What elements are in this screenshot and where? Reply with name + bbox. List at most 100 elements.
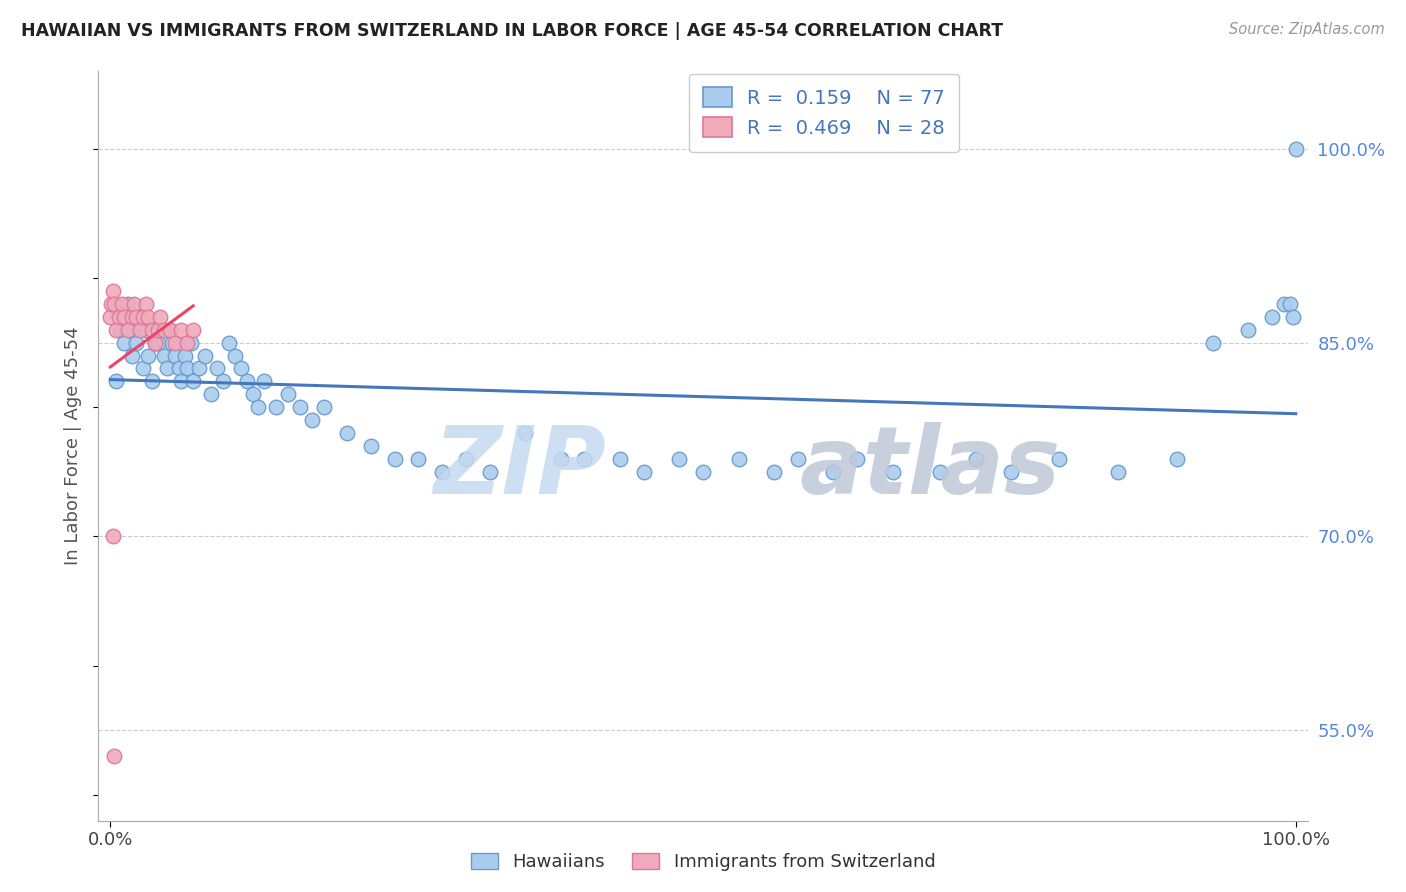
Point bbox=[224, 349, 246, 363]
Point bbox=[1000, 465, 1022, 479]
Point bbox=[111, 297, 134, 311]
Point bbox=[122, 297, 145, 311]
Point bbox=[121, 349, 143, 363]
Point bbox=[247, 401, 270, 415]
Point bbox=[336, 426, 359, 441]
Point bbox=[1047, 451, 1070, 466]
Text: atlas: atlas bbox=[800, 423, 1062, 515]
Point bbox=[181, 375, 204, 389]
Point bbox=[105, 323, 128, 337]
Point bbox=[143, 335, 166, 350]
Point bbox=[143, 335, 166, 350]
Point bbox=[1285, 142, 1308, 156]
Text: ZIP: ZIP bbox=[433, 423, 606, 515]
Point bbox=[176, 361, 198, 376]
Point bbox=[253, 375, 276, 389]
Point bbox=[727, 451, 749, 466]
Point bbox=[229, 361, 252, 376]
Point bbox=[288, 401, 311, 415]
Point bbox=[100, 297, 122, 311]
Point bbox=[218, 335, 240, 350]
Point bbox=[135, 297, 157, 311]
Point bbox=[101, 529, 124, 543]
Point bbox=[846, 451, 869, 466]
Point bbox=[159, 323, 181, 337]
Point bbox=[882, 465, 904, 479]
Legend: R =  0.159    N = 77, R =  0.469    N = 28: R = 0.159 N = 77, R = 0.469 N = 28 bbox=[689, 73, 959, 152]
Point bbox=[515, 426, 537, 441]
Point bbox=[132, 361, 155, 376]
Point bbox=[432, 465, 454, 479]
Point bbox=[165, 335, 187, 350]
Point bbox=[965, 451, 987, 466]
Point bbox=[107, 310, 129, 324]
Point bbox=[478, 465, 501, 479]
Point bbox=[180, 335, 202, 350]
Point bbox=[312, 401, 335, 415]
Point bbox=[174, 349, 197, 363]
Point bbox=[264, 401, 287, 415]
Point bbox=[1261, 310, 1284, 324]
Point bbox=[165, 349, 187, 363]
Point bbox=[146, 323, 169, 337]
Point bbox=[454, 451, 477, 466]
Point bbox=[103, 297, 125, 311]
Point bbox=[122, 323, 145, 337]
Point bbox=[125, 335, 148, 350]
Point bbox=[117, 323, 139, 337]
Point bbox=[212, 375, 235, 389]
Point bbox=[277, 387, 299, 401]
Point bbox=[125, 310, 148, 324]
Text: HAWAIIAN VS IMMIGRANTS FROM SWITZERLAND IN LABOR FORCE | AGE 45-54 CORRELATION C: HAWAIIAN VS IMMIGRANTS FROM SWITZERLAND … bbox=[21, 22, 1004, 40]
Point bbox=[200, 387, 222, 401]
Point bbox=[668, 451, 690, 466]
Point bbox=[170, 323, 193, 337]
Point bbox=[194, 349, 217, 363]
Point bbox=[141, 323, 163, 337]
Point bbox=[633, 465, 655, 479]
Point bbox=[1237, 323, 1260, 337]
Point bbox=[170, 375, 193, 389]
Point bbox=[929, 465, 952, 479]
Point bbox=[149, 310, 172, 324]
Point bbox=[135, 323, 157, 337]
Point bbox=[121, 310, 143, 324]
Point bbox=[129, 310, 152, 324]
Point bbox=[763, 465, 786, 479]
Point bbox=[181, 323, 204, 337]
Point bbox=[152, 349, 174, 363]
Point bbox=[609, 451, 631, 466]
Point bbox=[108, 323, 131, 337]
Point bbox=[301, 413, 323, 427]
Point bbox=[823, 465, 845, 479]
Point bbox=[149, 323, 172, 337]
Point bbox=[156, 361, 179, 376]
Point bbox=[1202, 335, 1225, 350]
Point bbox=[574, 451, 596, 466]
Y-axis label: In Labor Force | Age 45-54: In Labor Force | Age 45-54 bbox=[65, 326, 83, 566]
Point bbox=[132, 310, 155, 324]
Point bbox=[105, 375, 128, 389]
Point bbox=[205, 361, 228, 376]
Point bbox=[98, 310, 121, 324]
Point bbox=[176, 335, 198, 350]
Point bbox=[114, 335, 136, 350]
Point bbox=[111, 310, 134, 324]
Point bbox=[1282, 310, 1305, 324]
Point bbox=[146, 335, 169, 350]
Point bbox=[136, 349, 159, 363]
Point bbox=[1107, 465, 1129, 479]
Point bbox=[360, 439, 382, 453]
Point bbox=[103, 749, 125, 764]
Point bbox=[141, 375, 163, 389]
Point bbox=[188, 361, 211, 376]
Point bbox=[129, 323, 152, 337]
Point bbox=[235, 375, 257, 389]
Point bbox=[1278, 297, 1301, 311]
Point bbox=[1272, 297, 1295, 311]
Point bbox=[692, 465, 714, 479]
Point bbox=[117, 297, 139, 311]
Point bbox=[242, 387, 264, 401]
Point bbox=[136, 310, 159, 324]
Point bbox=[167, 361, 190, 376]
